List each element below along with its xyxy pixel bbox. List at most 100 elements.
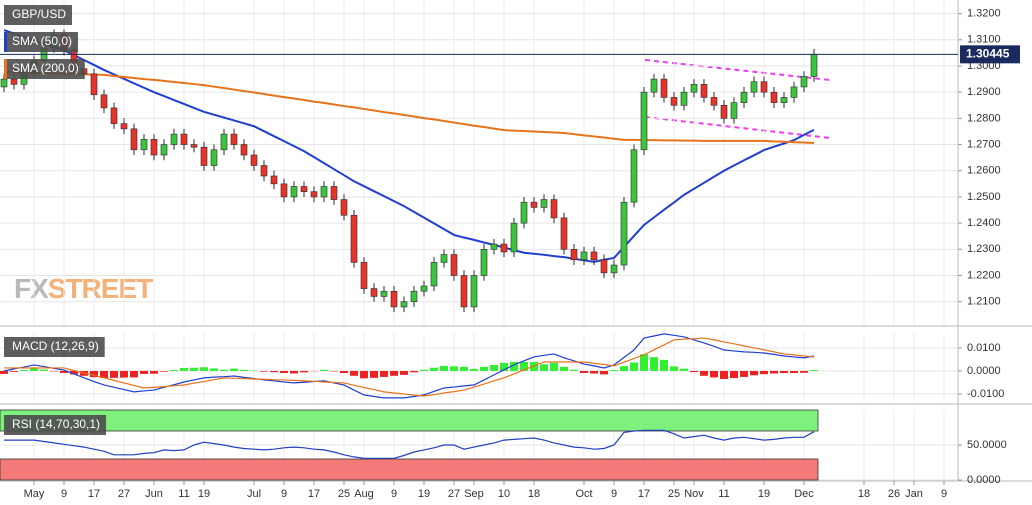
y-tick-label: 1.3200: [967, 8, 1001, 20]
histogram-bar: [390, 370, 398, 376]
histogram-bar: [810, 370, 818, 371]
y-tick-label: 1.2200: [967, 269, 1001, 281]
x-tick-label: 18: [528, 488, 540, 500]
x-tick-label: 9: [61, 488, 67, 500]
candle-body: [730, 102, 738, 119]
x-tick-label: 10: [498, 488, 510, 500]
histogram-bar: [670, 366, 678, 371]
y-tick-label: 1.2800: [967, 112, 1001, 124]
candle-body: [110, 107, 118, 124]
candle-body: [380, 290, 388, 297]
histogram-bar: [270, 370, 278, 373]
histogram-bar: [520, 361, 528, 371]
x-tick-label: 25: [338, 488, 350, 500]
candle-body: [510, 222, 518, 253]
histogram-bar: [410, 370, 418, 373]
histogram-bar: [570, 369, 578, 371]
histogram-bar: [760, 370, 768, 375]
x-tick-label: 11: [718, 488, 729, 500]
candle-body: [120, 123, 128, 130]
candle-body: [740, 91, 748, 103]
legend-swatch: [4, 32, 7, 52]
candle-body: [230, 133, 238, 145]
x-tick-label: Nov: [684, 488, 704, 500]
candle-body: [440, 254, 448, 263]
candle-body: [500, 243, 508, 253]
x-tick-label: 17: [638, 488, 650, 500]
histogram-bar: [400, 370, 408, 375]
histogram-bar: [470, 368, 478, 371]
candle-body: [360, 262, 368, 289]
candle-body: [520, 201, 528, 224]
candle-body: [250, 154, 258, 166]
x-tick-label: 25: [668, 488, 680, 500]
histogram-bar: [130, 370, 138, 378]
histogram-bar: [740, 370, 748, 377]
y-tick-label: 1.2500: [967, 191, 1001, 203]
y-tick-label: 0.0000: [967, 365, 1001, 377]
candle-body: [460, 275, 468, 308]
oversold-band: [0, 458, 819, 481]
x-tick-label: 19: [198, 488, 210, 500]
x-tick-label: Dec: [794, 488, 814, 500]
candle-body: [220, 133, 228, 151]
histogram-bar: [210, 368, 218, 371]
histogram-bar: [40, 369, 48, 371]
candle-body: [140, 139, 148, 151]
histogram-bar: [220, 369, 228, 371]
histogram-bar: [790, 370, 798, 374]
candle-body: [210, 149, 218, 166]
y-tick-label: 0.0100: [967, 342, 1001, 354]
histogram-bar: [660, 359, 668, 371]
watermark-prefix: FX: [14, 273, 49, 304]
x-tick-label: 17: [88, 488, 100, 500]
legend-label: GBP/USD: [12, 7, 66, 21]
histogram-bar: [110, 370, 118, 378]
histogram-bar: [460, 366, 468, 371]
histogram-bar: [540, 364, 548, 371]
x-tick-label: Jul: [247, 488, 261, 500]
histogram-bar: [200, 367, 208, 371]
candle-body: [170, 133, 178, 145]
candle-body: [180, 133, 188, 145]
candle-body: [750, 81, 758, 93]
candle-body: [680, 91, 688, 106]
histogram-bar: [610, 370, 618, 371]
y-tick-label: 1.2900: [967, 86, 1001, 98]
candle-body: [490, 243, 498, 250]
x-tick-label: May: [24, 488, 45, 500]
histogram-bar: [510, 361, 518, 371]
histogram-bar: [30, 367, 38, 371]
candle-body: [670, 97, 678, 106]
x-tick-label: 17: [308, 488, 320, 500]
histogram-bar: [770, 370, 778, 374]
legend-label: SMA (200,0): [12, 61, 79, 75]
x-tick-label: 9: [941, 488, 947, 500]
histogram-bar: [600, 370, 608, 375]
candle-body: [530, 201, 538, 208]
candle-body: [400, 301, 408, 308]
candle-body: [640, 91, 648, 151]
histogram-bar: [450, 366, 458, 371]
y-tick-label: 1.2600: [967, 165, 1001, 177]
candle-body: [610, 264, 618, 274]
legend-box: [4, 337, 105, 357]
x-tick-label: 19: [418, 488, 430, 500]
candle-body: [450, 254, 458, 276]
legend-box: [4, 415, 107, 435]
candle-body: [760, 81, 768, 93]
histogram-bar: [730, 370, 738, 379]
y-tick-label: 1.2400: [967, 217, 1001, 229]
last-price-label: 1.30445: [966, 47, 1010, 61]
histogram-bar: [230, 368, 238, 371]
candle-body: [0, 78, 8, 88]
trend-channel-upper: [644, 59, 831, 81]
histogram-bar: [710, 370, 718, 378]
signal-line: [4, 337, 815, 397]
candle-body: [270, 175, 278, 185]
histogram-bar: [640, 354, 648, 371]
legend-box: [4, 59, 85, 79]
candle-body: [200, 146, 208, 166]
x-tick-label: 9: [611, 488, 617, 500]
